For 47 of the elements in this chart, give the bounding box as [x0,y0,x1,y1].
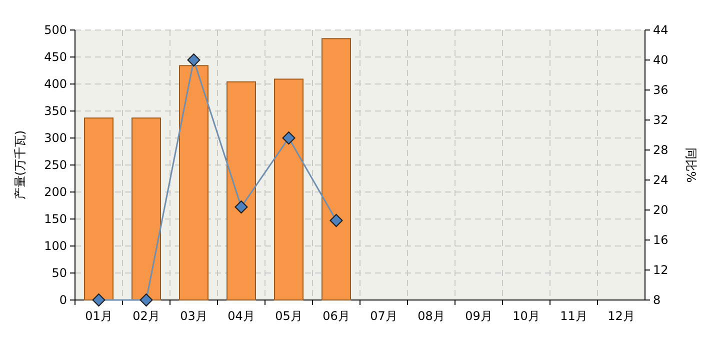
y-tick-label: 0 [59,293,67,307]
x-tick-label: 02月 [132,309,160,323]
point [187,54,200,66]
y2-tick-label: 28 [653,143,668,157]
x-tick-label: 04月 [228,309,255,323]
point [140,294,153,306]
x-tick-label: 10月 [512,309,540,323]
bar [226,81,256,300]
x-tick-label: 09月 [465,309,492,323]
y2-tick-label: 16 [653,233,668,247]
x-tick-label: 07月 [370,309,398,323]
point [330,214,343,227]
bar [274,78,304,300]
x-tick-label: 08月 [418,309,445,323]
x-tick-label: 11月 [560,309,588,323]
y2-axis-title: 同比% [684,147,698,183]
y-tick-label: 450 [44,50,67,64]
y2-tick-label: 12 [653,263,668,277]
y-tick-label: 500 [44,23,67,37]
y-tick-label: 150 [44,212,67,226]
y2-tick-label: 44 [653,23,668,37]
y2-tick-label: 32 [653,113,668,127]
x-tick-label: 12月 [608,309,635,323]
x-tick-label: 05月 [275,309,302,323]
y2-tick-label: 8 [653,293,661,307]
point [92,294,106,306]
x-tick-label: 01月 [85,309,112,323]
y-tick-label: 300 [44,131,67,145]
bar [84,118,114,300]
x-tick-label: 03月 [180,309,208,323]
point [234,200,248,214]
y2-tick-label: 20 [653,203,668,217]
y-tick-label: 100 [44,239,67,253]
x-tick-label: 06月 [322,309,350,323]
bar [322,38,351,300]
point [282,132,296,144]
y2-tick-label: 24 [653,173,668,187]
y2-tick-label: 40 [653,53,668,67]
y-tick-label: 50 [52,266,67,280]
bar [132,118,161,300]
y-axis-title: 产量(万千瓦) [13,130,27,200]
y2-tick-label: 36 [653,83,668,97]
y-tick-label: 400 [44,77,67,91]
y-tick-label: 350 [44,104,67,118]
y-tick-label: 250 [44,158,67,172]
bar [179,65,208,300]
y-tick-label: 200 [44,185,67,199]
